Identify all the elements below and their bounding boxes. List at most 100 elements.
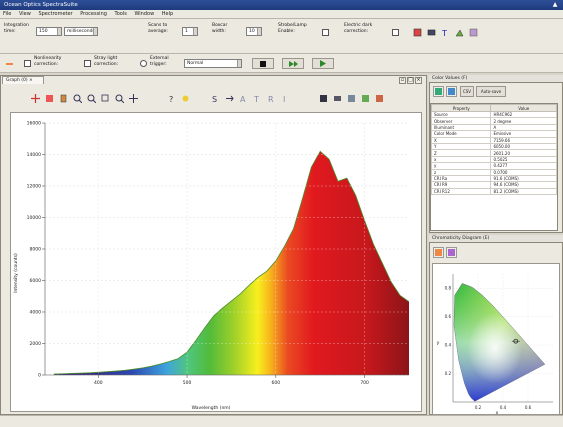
chromaticity-diagram[interactable]: 0.2 0.4 0.6 0.2 0.4 0.6 0.8 x y: [432, 263, 560, 416]
chromaticity-x-label: x: [496, 411, 499, 416]
menu-window[interactable]: Window: [134, 11, 155, 17]
y-tick-label: 0: [38, 373, 41, 379]
spectrum-plot[interactable]: 400 500 600 700 0 2000 4000 6000 8000 10000 12000 1…: [10, 112, 422, 412]
stray-light-label: Stray light correction:: [94, 56, 119, 67]
trigger-value: Normal: [187, 61, 204, 66]
nonlinearity-checkbox[interactable]: [24, 60, 31, 67]
svg-text:A: A: [240, 95, 246, 103]
copy-icon[interactable]: [446, 247, 457, 258]
subtract-dark-icon[interactable]: S: [210, 93, 221, 104]
table-cell: CRI R12: [431, 187, 492, 196]
integration-time-label: Integration time:: [4, 23, 29, 34]
x-tick-label: 500: [183, 380, 192, 386]
copy-icon[interactable]: [446, 86, 457, 97]
x-tick-label: 600: [272, 380, 281, 386]
print-icon[interactable]: [426, 27, 437, 38]
y-tick-label: 0.6: [445, 314, 452, 319]
table-cell: HR4C962: [490, 110, 557, 119]
close-icon[interactable]: ×: [415, 77, 422, 84]
menu-spectrometer[interactable]: Spectrometer: [38, 11, 73, 17]
lamp-icon[interactable]: [4, 58, 15, 69]
minimize-button[interactable]: ▲: [552, 1, 558, 8]
table-row: CRI R12 81.2 (COMS): [431, 187, 557, 196]
scans-input[interactable]: 1: [182, 27, 198, 36]
chart-fill: [45, 122, 410, 376]
table-cell: Source: [431, 110, 492, 119]
print-graph-icon[interactable]: [332, 93, 343, 104]
spectrum-icon[interactable]: [44, 93, 55, 104]
save-graph-icon[interactable]: [318, 93, 329, 104]
scans-label: Scans to average:: [148, 23, 168, 34]
export-icon[interactable]: [360, 93, 371, 104]
play-button[interactable]: [312, 58, 334, 69]
maximize-icon[interactable]: □: [407, 77, 414, 84]
graph-tab[interactable]: Graph (0) ×: [2, 76, 44, 84]
zoom-out-icon[interactable]: [86, 93, 97, 104]
snapshot-icon[interactable]: [374, 93, 385, 104]
graph-window-controls: ▫ □ ×: [398, 77, 422, 84]
zoom-box-icon[interactable]: [100, 93, 111, 104]
dark-correction-checkbox[interactable]: [392, 29, 399, 36]
reflection-icon[interactable]: R: [266, 93, 277, 104]
integration-time-spinner[interactable]: [57, 28, 61, 35]
cursor-icon[interactable]: [30, 93, 41, 104]
chromaticity-title: Chromaticity Diagram (E): [429, 235, 563, 243]
menu-processing[interactable]: Processing: [80, 11, 107, 17]
scans-spinner[interactable]: [193, 28, 197, 35]
absorbance-icon[interactable]: A: [238, 93, 249, 104]
integration-time-input[interactable]: 150: [36, 27, 62, 36]
help-icon[interactable]: ?: [166, 93, 177, 104]
table-row: Source HR4C962: [431, 110, 557, 119]
copy-graph-icon[interactable]: [346, 93, 357, 104]
y-tick-label: 10000: [27, 215, 41, 221]
config-icon[interactable]: [433, 86, 444, 97]
scale-icon[interactable]: [58, 93, 69, 104]
config-icon[interactable]: [433, 247, 444, 258]
save-icon[interactable]: [412, 27, 423, 38]
chart-axes: 400 500 600 700 0 2000 4000 6000 8000 10000 12000 1…: [27, 121, 409, 386]
svg-text:T: T: [441, 29, 447, 37]
pan-icon[interactable]: [128, 93, 139, 104]
restore-icon[interactable]: ▫: [399, 77, 406, 84]
y-tick-label: 6000: [30, 278, 42, 284]
integration-unit-select[interactable]: milliseconds: [64, 27, 98, 36]
y-tick-label: 16000: [27, 121, 41, 127]
integration-time-value: 150: [39, 29, 48, 34]
csv-button[interactable]: CSV: [460, 86, 474, 97]
boxcar-input[interactable]: 10: [246, 27, 262, 36]
overlay-icon[interactable]: [468, 27, 479, 38]
annotate-icon[interactable]: T: [440, 27, 451, 38]
y-tick-label: 12000: [27, 184, 41, 190]
zoom-in-icon[interactable]: [72, 93, 83, 104]
y-tick-label: 0.8: [445, 286, 452, 291]
step-button[interactable]: [282, 58, 304, 69]
nonlinearity-label: Nonlinearity correction:: [34, 56, 62, 67]
svg-text:?: ?: [169, 95, 173, 103]
strobe-checkbox[interactable]: [322, 29, 329, 36]
menu-view[interactable]: View: [18, 11, 31, 17]
zoom-x-icon[interactable]: [114, 93, 125, 104]
menu-help[interactable]: Help: [161, 11, 174, 17]
menu-file[interactable]: File: [3, 11, 12, 17]
trigger-select[interactable]: Normal: [184, 59, 242, 68]
transmission-icon[interactable]: T: [252, 93, 263, 104]
boxcar-label: Boxcar width:: [212, 23, 228, 34]
color-values-title: Color Values (F): [429, 75, 563, 83]
auto-save-button[interactable]: Auto-save: [476, 86, 506, 97]
x-tick-label: 0.6: [525, 405, 532, 410]
spectrum-area: [53, 151, 409, 375]
stop-button[interactable]: [252, 58, 274, 69]
irradiance-icon[interactable]: I: [280, 93, 291, 104]
wizard-icon[interactable]: [454, 27, 465, 38]
y-tick-label: 2000: [30, 341, 42, 347]
lamp-icon[interactable]: [180, 93, 191, 104]
stray-light-checkbox[interactable]: [84, 60, 91, 67]
color-values-table: Property Value Source HR4C962 Observer 2 d…: [430, 103, 558, 231]
status-bar: [0, 415, 563, 427]
color-values-toolbar: CSV Auto-save: [433, 86, 563, 100]
reference-icon[interactable]: [224, 93, 235, 104]
boxcar-value: 10: [249, 29, 255, 34]
boxcar-spinner[interactable]: [257, 28, 261, 35]
trigger-radio[interactable]: [140, 60, 147, 67]
menu-tools[interactable]: Tools: [114, 11, 127, 17]
